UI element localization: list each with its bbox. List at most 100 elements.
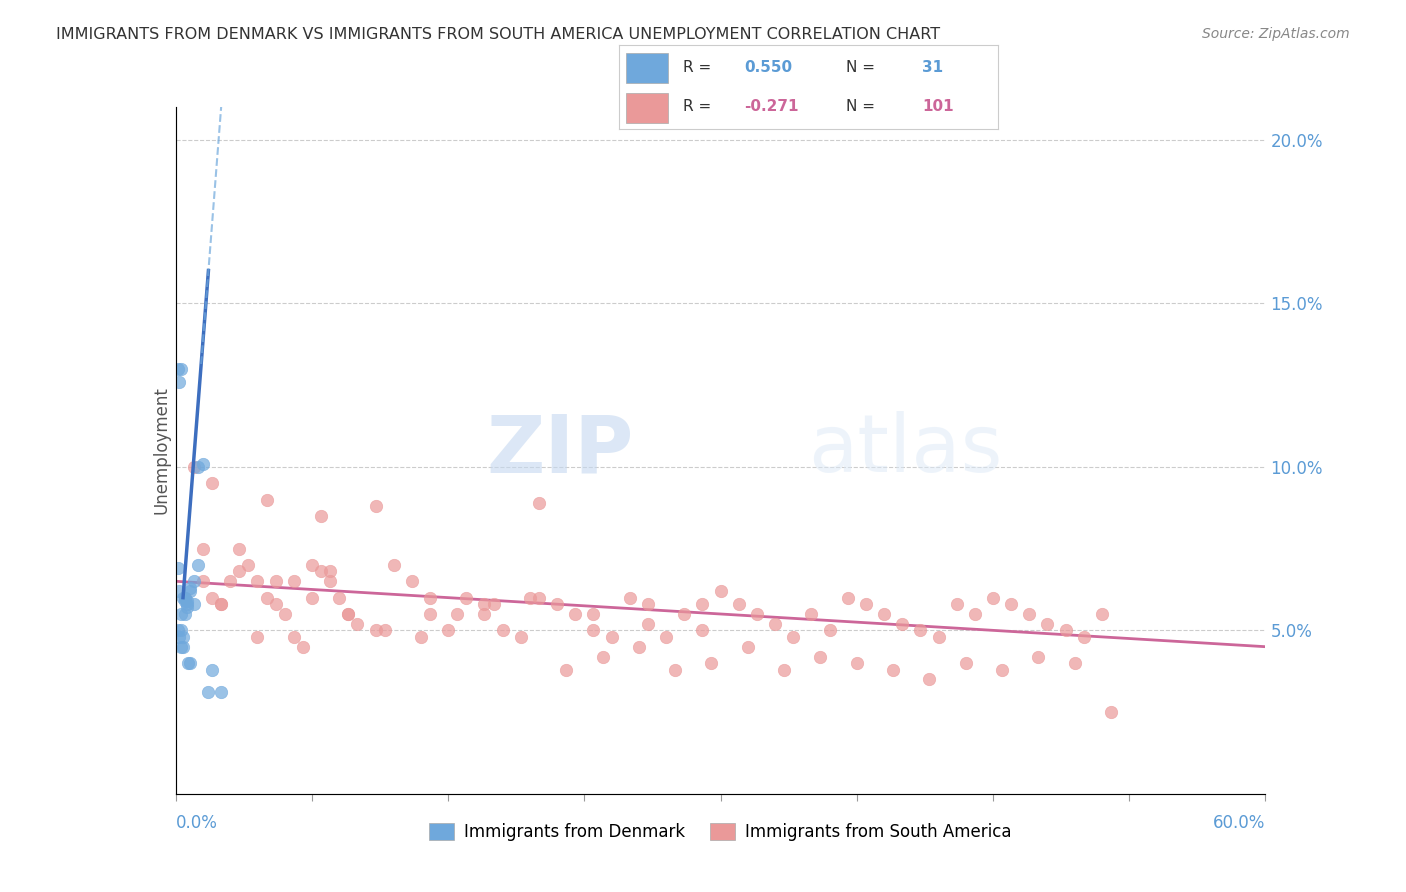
Point (1054, 624, 1077, 638)
Point (1036, 616, 1059, 631)
Point (309, 565, 332, 579)
Point (191, 457, 214, 471)
Point (981, 591, 1004, 605)
Point (564, 607, 586, 621)
Point (891, 616, 914, 631)
Point (172, 630, 194, 644)
Point (337, 607, 360, 621)
Point (1073, 630, 1095, 644)
Point (627, 640, 650, 654)
Point (1091, 607, 1114, 621)
Point (527, 591, 550, 605)
Point (419, 607, 441, 621)
Point (283, 574, 305, 589)
Point (183, 459, 205, 474)
Point (782, 630, 804, 644)
Text: N =: N = (846, 99, 880, 114)
Point (256, 591, 278, 605)
Point (409, 630, 432, 644)
Point (474, 607, 496, 621)
Point (264, 597, 287, 611)
Text: R =: R = (683, 60, 716, 75)
Point (228, 565, 250, 579)
Point (800, 607, 823, 621)
Point (169, 584, 191, 599)
Point (183, 574, 205, 589)
Point (637, 616, 659, 631)
Point (238, 558, 260, 572)
Point (328, 591, 350, 605)
Point (364, 624, 387, 638)
Point (346, 616, 368, 631)
Point (637, 597, 659, 611)
Point (179, 581, 201, 595)
Point (209, 685, 232, 699)
Point (179, 656, 201, 670)
Point (437, 624, 460, 638)
Point (166, 361, 188, 376)
Point (364, 499, 387, 513)
Point (509, 630, 531, 644)
Point (374, 624, 396, 638)
Point (873, 607, 896, 621)
Point (1063, 656, 1085, 670)
Point (166, 624, 188, 638)
Point (209, 597, 232, 611)
Point (177, 656, 200, 670)
Point (963, 607, 986, 621)
Text: Source: ZipAtlas.com: Source: ZipAtlas.com (1202, 27, 1350, 41)
Point (173, 594, 195, 608)
Point (456, 591, 478, 605)
Point (170, 640, 193, 654)
Point (201, 591, 224, 605)
Point (191, 541, 214, 556)
Point (1028, 649, 1050, 664)
Point (173, 591, 195, 605)
Point (1018, 607, 1040, 621)
Point (264, 574, 287, 589)
Point (763, 616, 786, 631)
Point (209, 597, 232, 611)
Point (600, 630, 623, 644)
Point (737, 640, 759, 654)
Point (201, 663, 224, 677)
Point (910, 624, 932, 638)
Text: 31: 31 (922, 60, 943, 75)
Point (955, 656, 977, 670)
Point (201, 476, 224, 491)
Point (283, 630, 305, 644)
Point (183, 597, 205, 611)
Point (176, 600, 198, 615)
Y-axis label: Unemployment: Unemployment (152, 386, 170, 515)
Point (176, 594, 198, 608)
Point (710, 584, 733, 599)
Point (419, 591, 441, 605)
Point (527, 496, 550, 510)
Point (991, 663, 1014, 677)
Point (492, 624, 515, 638)
Point (169, 375, 191, 389)
Text: 60.0%: 60.0% (1213, 814, 1265, 832)
Point (274, 607, 297, 621)
Text: ZIP: ZIP (486, 411, 633, 490)
Point (186, 459, 209, 474)
Point (172, 591, 194, 605)
Text: IMMIGRANTS FROM DENMARK VS IMMIGRANTS FROM SOUTH AMERICA UNEMPLOYMENT CORRELATIO: IMMIGRANTS FROM DENMARK VS IMMIGRANTS FR… (56, 27, 941, 42)
Point (166, 561, 188, 575)
Text: atlas: atlas (807, 411, 1002, 490)
Point (845, 656, 868, 670)
Point (519, 591, 541, 605)
Point (882, 663, 904, 677)
Point (837, 591, 859, 605)
Point (246, 574, 269, 589)
Point (1099, 705, 1122, 719)
Point (173, 607, 195, 621)
Point (169, 630, 191, 644)
Point (582, 607, 605, 621)
Point (309, 508, 332, 523)
Point (401, 574, 423, 589)
Point (482, 597, 505, 611)
Point (228, 541, 250, 556)
Point (474, 597, 496, 611)
Point (319, 565, 342, 579)
